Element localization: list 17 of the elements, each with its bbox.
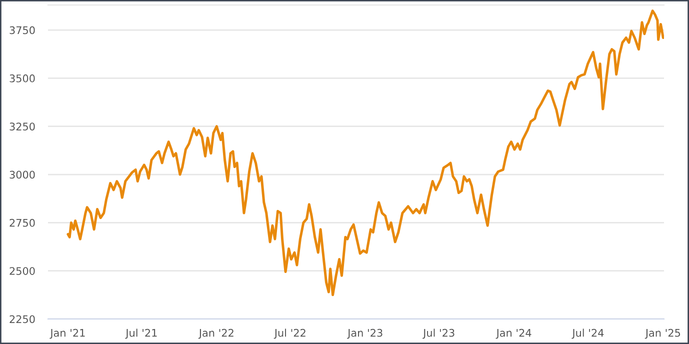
x-tick-label: Jan '25 xyxy=(644,328,680,339)
x-tick-label: Jul '21 xyxy=(125,328,157,339)
x-tick-label: Jul '24 xyxy=(572,328,604,339)
y-tick-label: 2250 xyxy=(10,315,35,324)
x-tick-label: Jan '22 xyxy=(198,328,234,339)
y-tick-label: 3750 xyxy=(10,26,35,34)
y-tick-label: 2750 xyxy=(10,218,35,227)
x-tick-label: Jan '23 xyxy=(347,328,382,339)
y-tick-label: 3000 xyxy=(10,170,35,179)
x-tick-label: Jul '23 xyxy=(422,328,454,339)
x-tick-label: Jan '21 xyxy=(50,328,85,339)
line-series xyxy=(66,10,664,296)
y-tick-label: 2500 xyxy=(10,267,35,275)
y-tick-label: 3250 xyxy=(10,122,35,130)
x-tick-label: Jan '24 xyxy=(496,328,532,339)
x-tick-label: Jul '22 xyxy=(274,328,306,339)
y-tick-label: 3500 xyxy=(10,74,35,82)
